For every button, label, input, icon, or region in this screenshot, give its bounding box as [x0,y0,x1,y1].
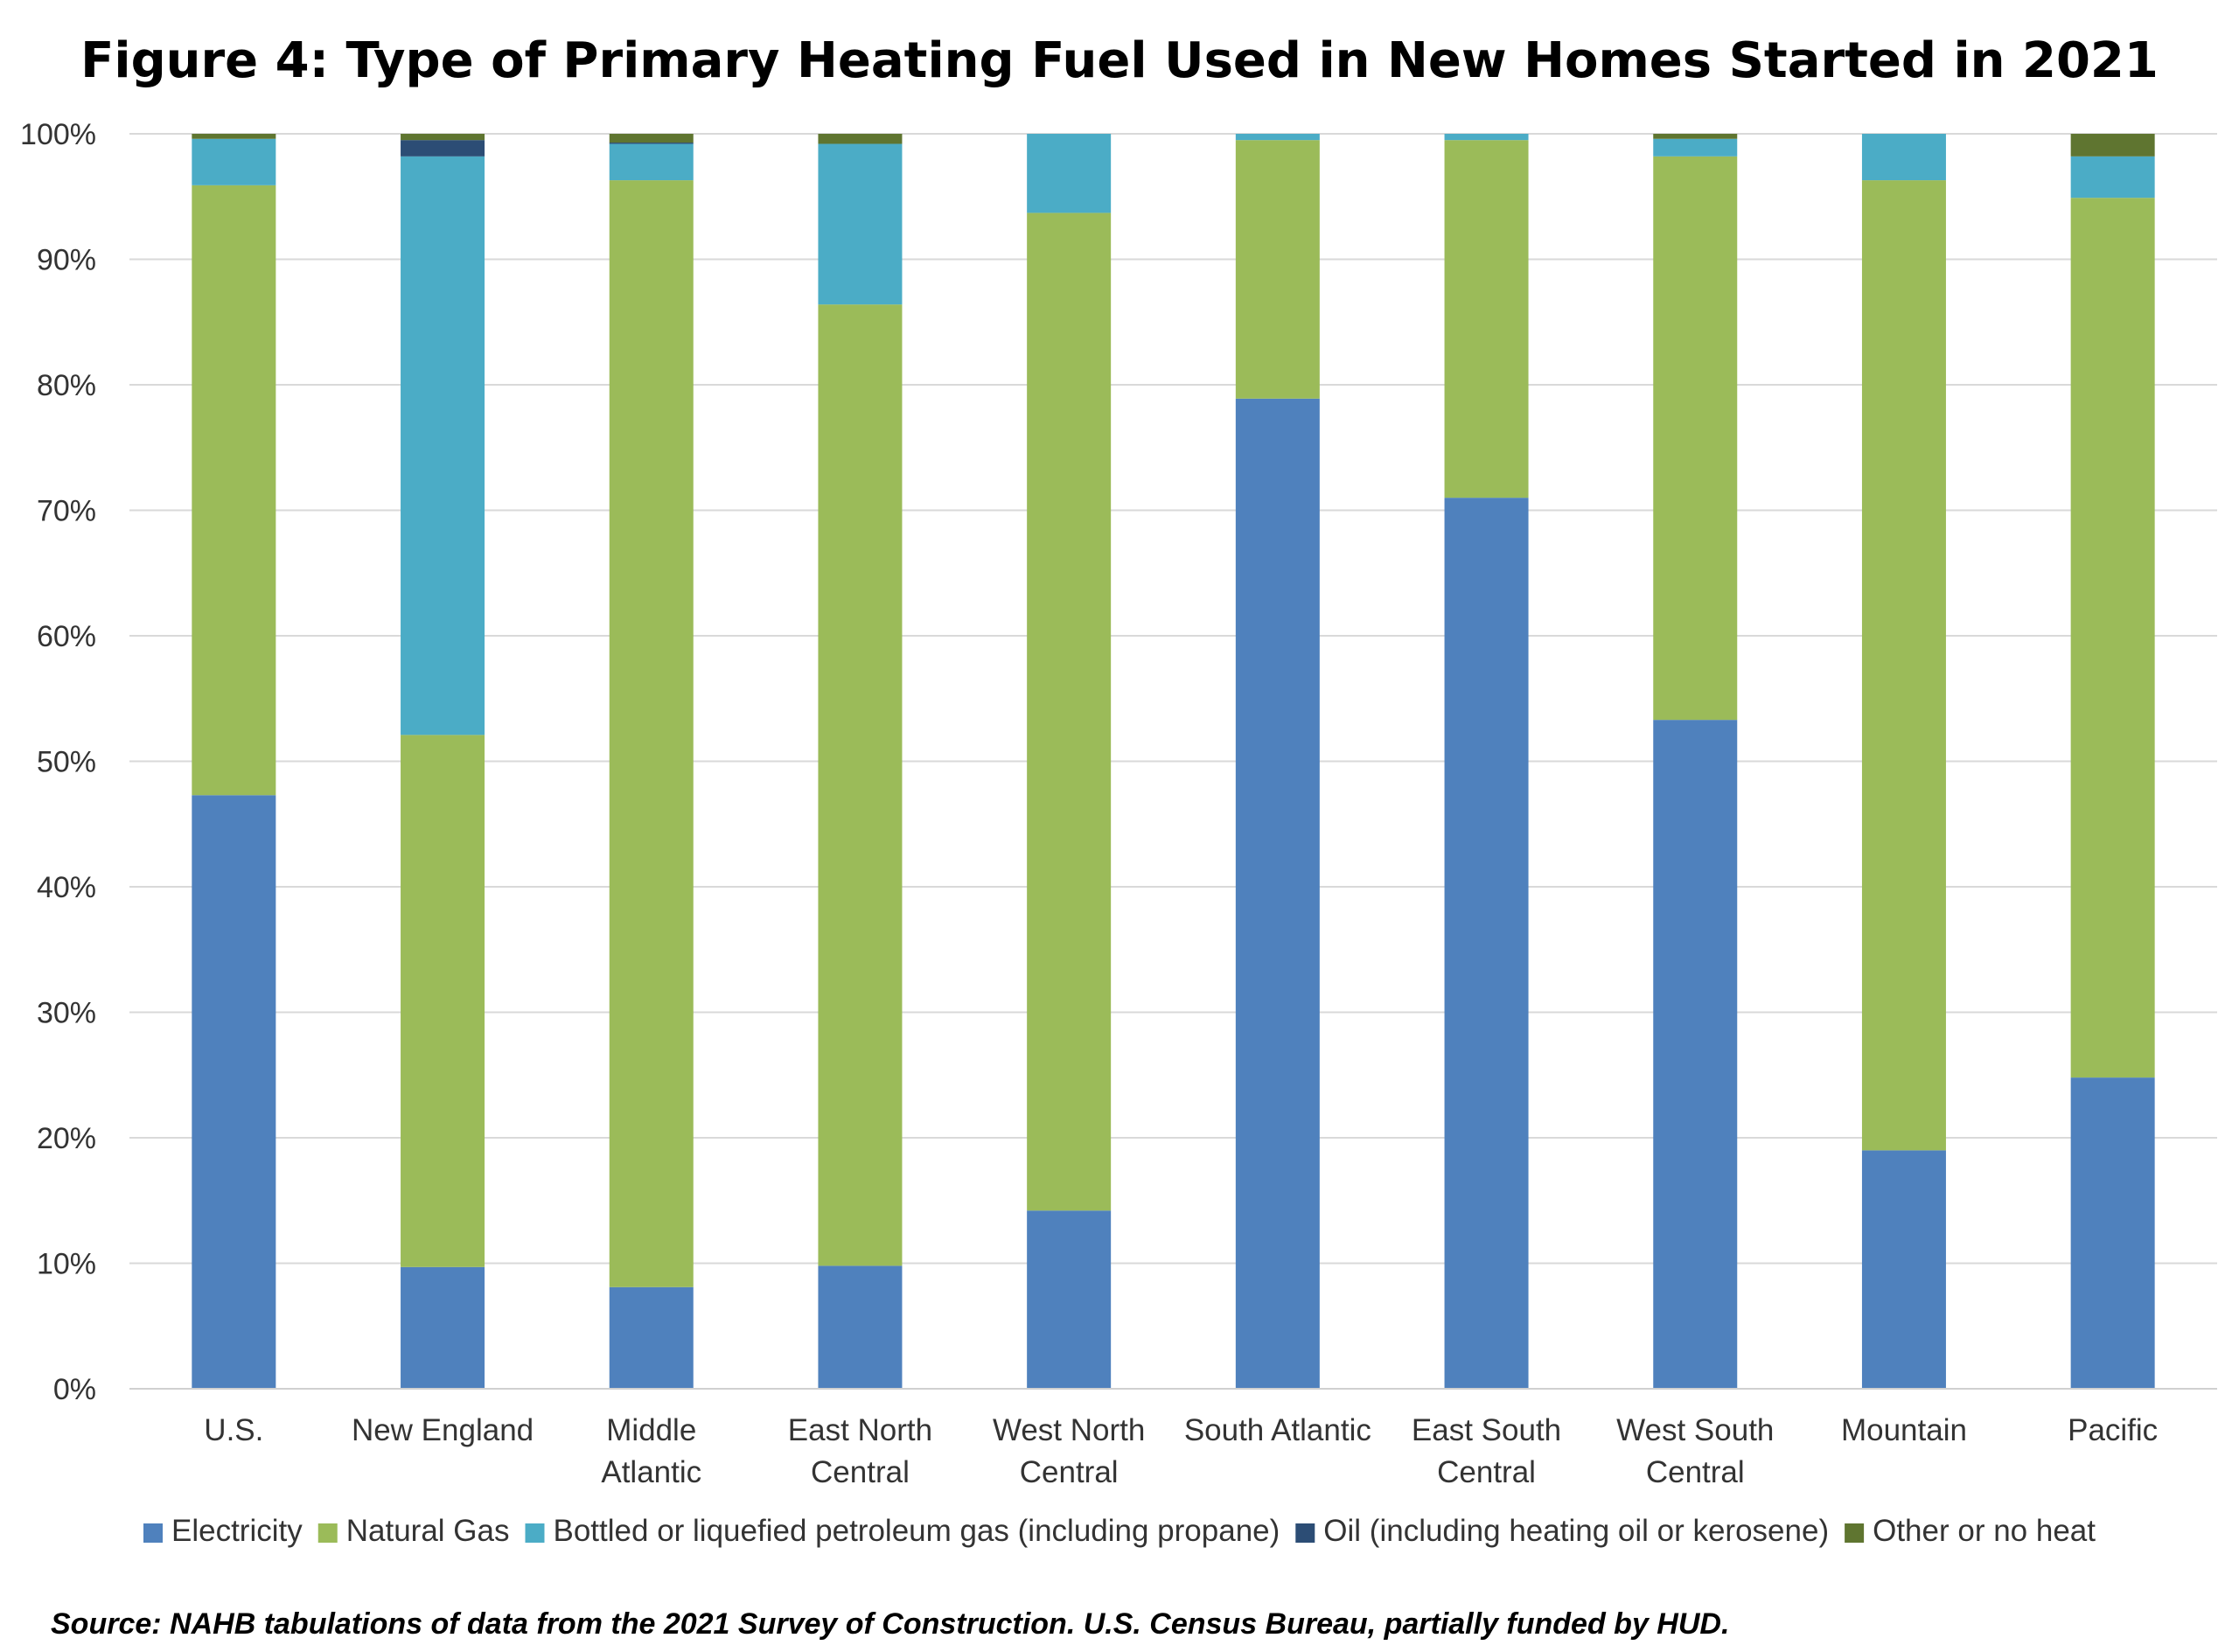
x-tick-label: New England [352,1413,534,1447]
y-axis-ticks: 0% 10% 20% 30% 40% 50% 60% 70% 80% 90% 100% [20,118,96,1406]
bar-segment [1235,134,1320,141]
y-tick-label: 20% [37,1122,96,1155]
x-tick-label: Middle Atlantic [601,1413,701,1489]
bar-segment [1653,134,1738,139]
bar-segment [1027,213,1112,1211]
bar-segment [1235,140,1320,399]
bar-segment [818,304,903,1266]
x-axis-labels: U.S. New England Middle Atlantic East North C… [204,1413,2158,1489]
legend-label: Other or no heat [1873,1514,2096,1548]
bar-segment [401,134,485,141]
bar-segment [1653,156,1738,721]
bar-segment [609,143,694,181]
bar-segment [192,138,276,185]
bar-segment [1861,134,1946,181]
bar-segment [192,795,276,1389]
y-tick-label: 100% [20,118,96,151]
y-tick-label: 30% [37,997,96,1030]
bar-segment [1444,498,1529,1389]
bar-segment [1653,138,1738,157]
bar-segment [2070,198,2155,1078]
x-tick-label: East South Central [1412,1413,1561,1489]
bar-segment [609,180,694,1287]
bar-segment [401,156,485,735]
bar-segment [2070,156,2155,199]
x-tick-label: East North Central [788,1413,932,1489]
bar-segment [2070,1077,2155,1389]
x-tick-label: West South Central [1616,1413,1774,1489]
y-tick-label: 70% [37,495,96,528]
x-tick-label: Mountain [1841,1413,1967,1447]
legend-swatch [143,1523,163,1543]
legend-label: Bottled or liquefied petroleum gas (incl… [554,1514,1280,1548]
bar-segment [818,143,903,305]
bar-segment [609,1286,694,1389]
chart-title: Figure 4: Type of Primary Heating Fuel U… [80,32,2159,89]
bar-segment [1235,398,1320,1389]
y-tick-label: 10% [37,1248,96,1281]
bar-segment [609,134,694,143]
legend-swatch [317,1523,338,1543]
x-tick-label: South Atlantic [1184,1413,1371,1447]
legend: Electricity Natural Gas Bottled or liquefi… [143,1514,2096,1548]
bar-segment [192,134,276,139]
bar-segment [818,1265,903,1389]
y-tick-label: 90% [37,244,96,277]
bar-segment [1861,1150,1946,1389]
bar-segment [1444,140,1529,498]
bar-segment [818,134,903,144]
bar-segment [1027,134,1112,213]
legend-label: Oil (including heating oil or kerosene) [1323,1514,1829,1548]
y-tick-label: 50% [37,746,96,779]
bars [192,134,2155,1389]
bar-segment [1653,720,1738,1389]
y-tick-label: 40% [37,871,96,904]
bar-segment [2070,134,2155,157]
legend-label: Natural Gas [346,1514,510,1548]
legend-swatch [1845,1523,1865,1543]
bar-segment [1444,134,1529,141]
x-tick-label: U.S. [204,1413,263,1447]
y-tick-label: 60% [37,620,96,653]
bar-segment [401,1266,485,1389]
legend-label: Electricity [171,1514,303,1548]
bar-segment [401,735,485,1267]
y-tick-label: 0% [53,1373,96,1406]
source-note: Source: NAHB tabulations of data from th… [51,1607,1730,1641]
legend-swatch [1295,1523,1315,1543]
y-tick-label: 80% [37,369,96,402]
x-tick-label: West North Central [993,1413,1145,1489]
bar-segment [1861,180,1946,1151]
x-tick-label: Pacific [2068,1413,2158,1447]
bar-segment [192,185,276,796]
legend-swatch [525,1523,545,1543]
bar-segment [401,140,485,157]
bar-segment [1027,1210,1112,1389]
